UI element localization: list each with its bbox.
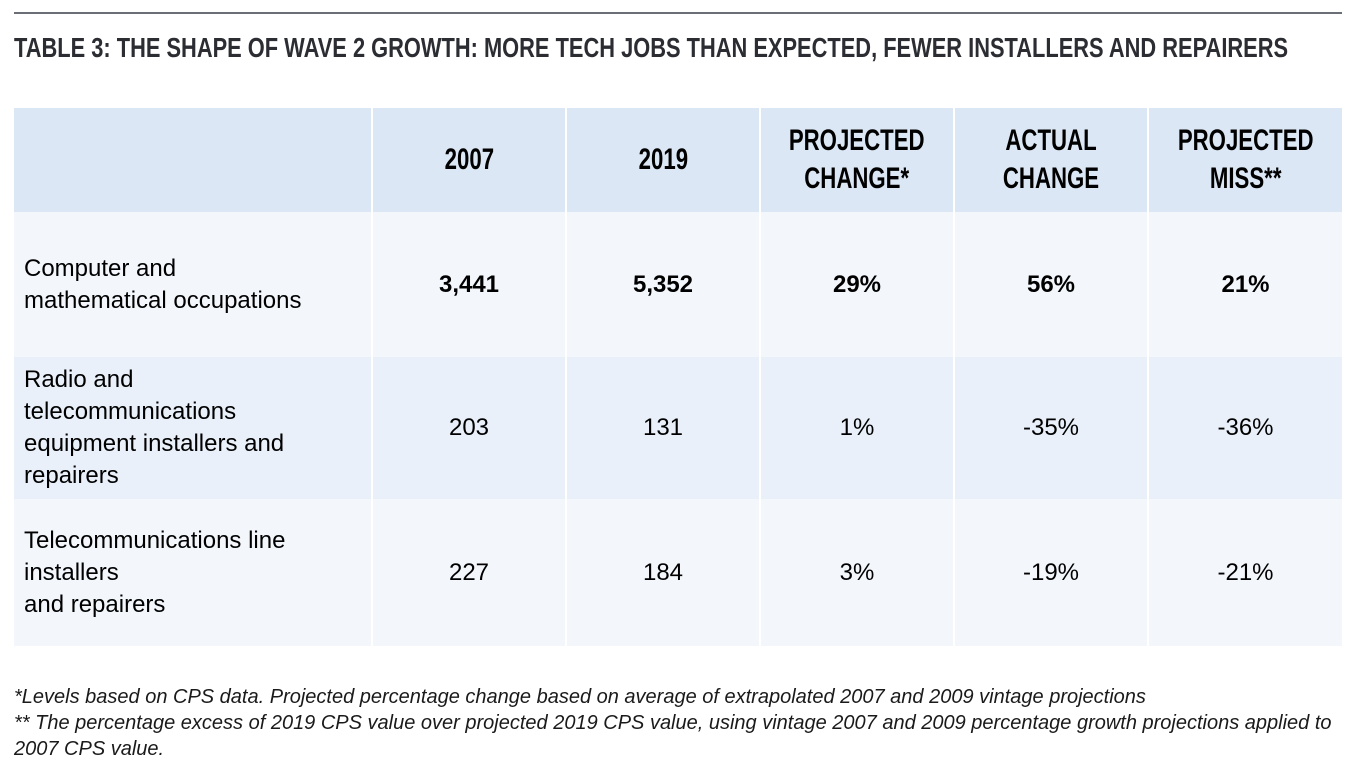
- cell-projected-miss: 21%: [1147, 212, 1342, 357]
- cell-actual-change: -19%: [953, 499, 1149, 646]
- row-label-line: and repairers: [24, 590, 166, 618]
- header-projected-miss-line2: MISS**: [1209, 162, 1282, 195]
- header-2019-line1: 2019: [638, 143, 688, 176]
- table-row: Radio and telecommunications equipment i…: [14, 357, 1342, 499]
- row-label-line: repairers: [24, 462, 119, 489]
- row-label-telecom-line: Telecommunications line installers and r…: [14, 499, 373, 646]
- header-projected-change-line1: PROJECTED: [789, 124, 925, 157]
- cell-actual-change: -35%: [953, 357, 1149, 499]
- cell-2007: 227: [371, 499, 567, 646]
- header-actual-change-line1: ACTUAL: [1005, 124, 1097, 157]
- cell-projected-change: 3%: [759, 499, 955, 646]
- cell-2019: 5,352: [565, 212, 761, 357]
- top-rule: [14, 12, 1342, 14]
- cell-2007: 203: [371, 357, 567, 499]
- cell-projected-miss: -21%: [1147, 499, 1342, 646]
- footnotes: *Levels based on CPS data. Projected per…: [14, 684, 1344, 762]
- cell-projected-change: 1%: [759, 357, 955, 499]
- row-label-line: Telecommunications line: [24, 526, 286, 554]
- header-cell-projected-miss: PROJECTED MISS**: [1147, 108, 1342, 212]
- cell-2019: 131: [565, 357, 761, 499]
- row-label-line: installers: [24, 558, 119, 586]
- header-cell-actual-change: ACTUAL CHANGE: [953, 108, 1149, 212]
- header-cell-projected-change: PROJECTED CHANGE*: [759, 108, 955, 212]
- row-label-line: equipment installers and: [24, 430, 285, 457]
- table-title: TABLE 3: THE SHAPE OF WAVE 2 GROWTH: MOR…: [14, 32, 1289, 63]
- header-cell-label: [14, 108, 373, 212]
- row-label-line: Radio and: [24, 366, 134, 393]
- cell-projected-miss: -36%: [1147, 357, 1342, 499]
- footnote-levels: *Levels based on CPS data. Projected per…: [14, 686, 1146, 708]
- header-cell-2007: 2007: [371, 108, 567, 212]
- row-label-radio-telecom: Radio and telecommunications equipment i…: [14, 357, 373, 499]
- row-label-computer-math: Computer and mathematical occupations: [14, 212, 373, 357]
- header-row: 2007 2019 PROJECTED CHANGE* ACTUAL CHANGE …: [14, 108, 1342, 212]
- row-label-line: Computer and: [24, 254, 177, 282]
- row-label-line: telecommunications: [24, 398, 237, 425]
- row-label-line: mathematical occupations: [24, 286, 302, 314]
- header-actual-change-line2: CHANGE: [1002, 162, 1100, 195]
- cell-2007: 3,441: [371, 212, 567, 357]
- header-projected-miss-line1: PROJECTED: [1177, 124, 1314, 157]
- cell-projected-change: 29%: [759, 212, 955, 357]
- table-row: Computer and mathematical occupations 3,…: [14, 212, 1342, 357]
- header-2007-line1: 2007: [444, 143, 494, 176]
- cell-actual-change: 56%: [953, 212, 1149, 357]
- header-cell-2019: 2019: [565, 108, 761, 212]
- header-projected-change-line2: CHANGE*: [804, 162, 910, 195]
- cell-2019: 184: [565, 499, 761, 646]
- footnote-percentage-excess: ** The percentage excess of 2019 CPS val…: [14, 712, 1332, 760]
- table-row: Telecommunications line installers and r…: [14, 499, 1342, 646]
- data-table: 2007 2019 PROJECTED CHANGE* ACTUAL CHANGE …: [14, 108, 1342, 646]
